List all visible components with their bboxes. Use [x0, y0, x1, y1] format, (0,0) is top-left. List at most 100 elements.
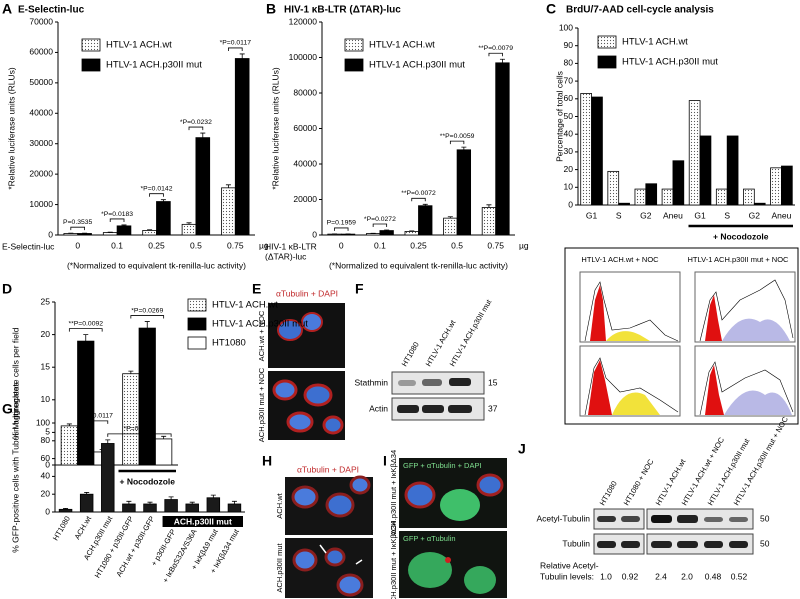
- marker-label: 50: [760, 538, 770, 548]
- cell: [277, 319, 303, 341]
- error-bar: [384, 229, 390, 231]
- bar: [227, 503, 242, 513]
- lane-label: HT1080 + NOC: [622, 457, 656, 507]
- bar: [672, 160, 685, 206]
- band: [621, 516, 640, 522]
- y-tick-label: 0: [45, 506, 50, 516]
- band: [422, 379, 442, 386]
- bar: [661, 188, 674, 206]
- legend-swatch: [344, 58, 364, 72]
- legend-swatch: [597, 35, 617, 49]
- panel-letter: G: [2, 401, 13, 417]
- x-tick-label: ACH.wt + p30II-GFP: [114, 514, 156, 578]
- panel-letter: D: [2, 281, 12, 297]
- cell: [476, 473, 504, 497]
- bar: [580, 93, 592, 206]
- blot: [593, 533, 645, 555]
- bar: [456, 149, 472, 236]
- bar: [60, 425, 78, 466]
- panel-letter: H: [262, 453, 272, 469]
- band: [448, 405, 472, 413]
- y-tick-label: 10: [41, 394, 51, 404]
- bar: [443, 217, 458, 236]
- flow-peak: [724, 390, 792, 415]
- y-tick-label: 80: [41, 435, 51, 445]
- cell: [408, 552, 452, 588]
- group-label: + Nocodozole: [120, 476, 176, 486]
- error-bar: [161, 435, 167, 439]
- bar: [63, 233, 79, 236]
- bar: [79, 493, 94, 513]
- flow-box: [564, 247, 799, 425]
- error-bar: [499, 58, 505, 63]
- blot: [593, 508, 645, 530]
- y-tick-label: 20000: [293, 194, 317, 204]
- bar: [743, 188, 755, 206]
- chart-title: BrdU/7-AAD cell-cycle analysis: [566, 5, 714, 16]
- error-bar: [225, 184, 231, 188]
- x-tick-label: G2: [640, 210, 652, 220]
- group-bar: [162, 516, 243, 527]
- bar-chart: 0 5 10 15 20 25 % Multinucleate cells per fiel…: [2, 281, 308, 487]
- arrow: [319, 544, 363, 565]
- bar: [221, 187, 236, 236]
- y-tick-label: 30000: [29, 138, 53, 148]
- p-value: *P=0.0117: [82, 413, 114, 420]
- y-tick-label: 80: [564, 58, 574, 68]
- bar: [77, 340, 95, 466]
- legend-label: HTLV-1 ACH.p30II mut: [369, 60, 465, 71]
- bracket: [334, 227, 349, 231]
- y-tick-label: 40000: [29, 108, 53, 118]
- level-value: 1.0: [600, 571, 612, 581]
- y-axis-label: Percentage of total cells: [554, 71, 564, 162]
- legend-label: HTLV-1 ACH.p30II mut: [212, 319, 308, 330]
- p-value: *P=0.0272: [364, 216, 396, 223]
- flow-title: HTLV-1 ACH.p30II mut + NOC: [688, 255, 790, 264]
- bar: [102, 232, 118, 236]
- y-tick-label: 70000: [29, 16, 53, 26]
- bracket: [228, 47, 243, 51]
- y-tick-label: 90: [564, 40, 574, 50]
- x-tick-label: ACH.wt: [73, 514, 94, 541]
- x-tick-label: 0: [75, 240, 80, 250]
- error-bar: [128, 370, 134, 374]
- p-value: **P=0.0092: [68, 320, 103, 327]
- x-tick-label: 0.1: [111, 240, 123, 250]
- y-tick-label: 50: [564, 111, 574, 121]
- bar: [155, 438, 173, 466]
- bar: [58, 508, 73, 513]
- y-tick-label: 60000: [29, 47, 53, 57]
- cell: [464, 566, 496, 594]
- y-tick-label: 0: [45, 459, 50, 469]
- error-bar: [239, 53, 245, 59]
- panel-f: F HT1080 HTLV-1 ACH.wt HTLV-1 ACH.p30II …: [354, 281, 498, 421]
- x-tick-label: G2: [749, 210, 761, 220]
- flow-peak: [612, 392, 660, 415]
- flow-trace: [584, 357, 679, 416]
- bar-chart: 0 10 20 30 40 50 60 70 80 90 100 Percentage of tota…: [546, 1, 795, 241]
- legend-swatch: [597, 55, 617, 69]
- bar: [418, 205, 433, 236]
- error-bar: [121, 224, 127, 226]
- stain-label: αTubulin + DAPI: [276, 288, 338, 298]
- band: [729, 541, 748, 548]
- band: [621, 541, 640, 548]
- level-value: 0.48: [705, 571, 722, 581]
- panel-letter: A: [2, 1, 12, 17]
- error-bar: [63, 508, 69, 510]
- p-value: **P=0.0059: [440, 133, 475, 140]
- flow-plot: [694, 271, 796, 417]
- x-tick-label: HT1080: [51, 514, 72, 542]
- band: [677, 541, 698, 548]
- stain-label: GFP + αTubulin + DAPI: [403, 461, 482, 470]
- flow-title: HTLV-1 ACH.wt + NOC: [581, 255, 659, 264]
- bracket: [449, 140, 465, 145]
- band: [704, 541, 723, 548]
- p-value: *P=0.0117: [220, 40, 252, 47]
- error-bar: [189, 501, 195, 504]
- bar: [206, 497, 221, 513]
- error-bar: [486, 204, 492, 208]
- levels-label: Relative Acetyl-: [540, 560, 599, 570]
- p-value: *P=0.0146: [123, 426, 155, 433]
